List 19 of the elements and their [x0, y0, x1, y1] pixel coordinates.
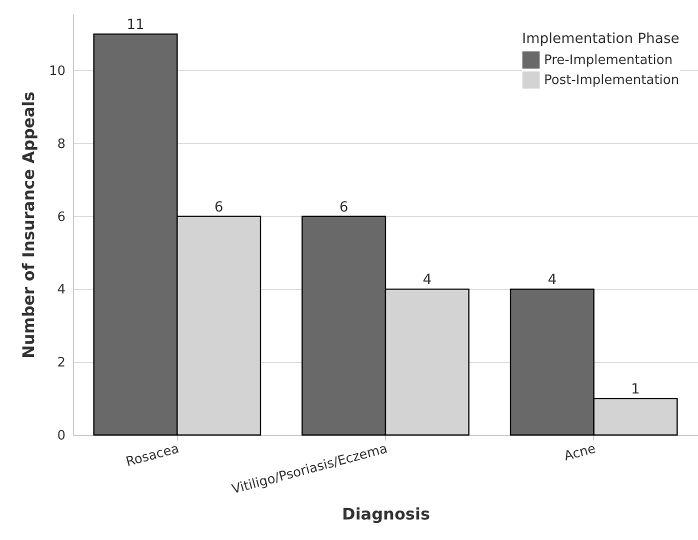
- data-label: 1: [631, 382, 640, 398]
- data-label: 6: [339, 199, 348, 216]
- y-tick-label: 10: [48, 64, 66, 79]
- y-axis-title: Number of Insurance Appeals: [18, 92, 38, 358]
- x-axis-title: Diagnosis: [342, 504, 430, 524]
- y-tick-label: 8: [57, 136, 66, 152]
- legend-label: Pre-Implementation: [544, 53, 673, 68]
- y-tick-label: 0: [57, 428, 66, 444]
- data-label: 4: [548, 272, 557, 288]
- legend-title: Implementation Phase: [522, 31, 680, 47]
- y-tick-label: 6: [57, 210, 66, 225]
- data-label: 6: [214, 199, 224, 216]
- legend-label: Post-Implementation: [544, 73, 680, 88]
- y-tick-label: 2: [57, 356, 66, 371]
- x-tick-label: Rosacea: [124, 442, 181, 470]
- y-tick-label: 4: [57, 282, 66, 298]
- data-label: 11: [126, 17, 144, 34]
- data-label: 4: [422, 272, 432, 288]
- x-tick-label: Acne: [562, 442, 598, 464]
